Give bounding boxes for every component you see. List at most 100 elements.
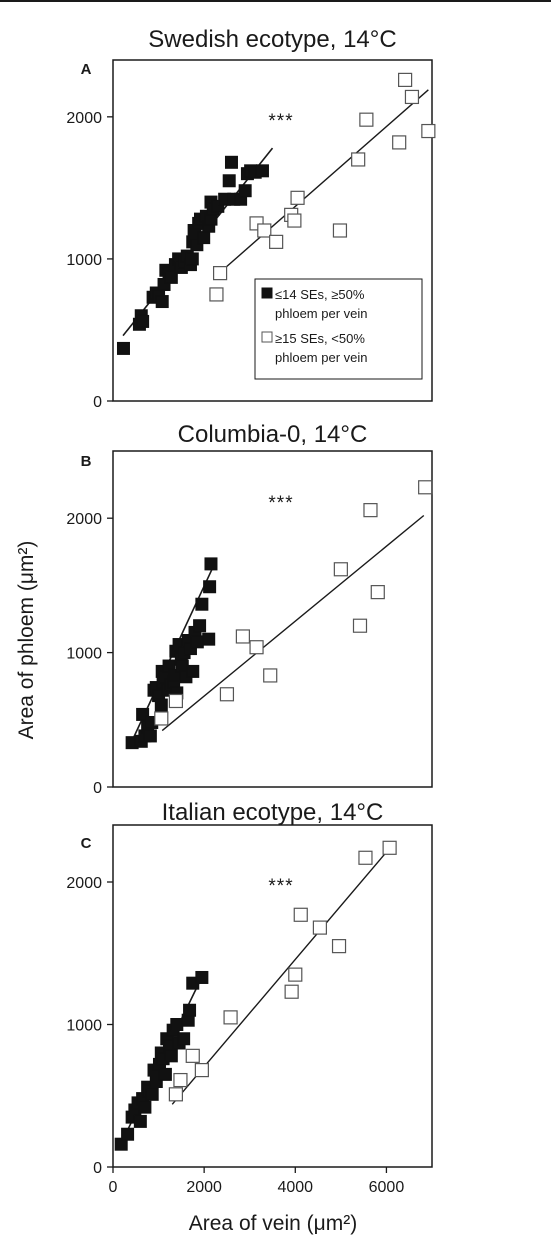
data-point-open <box>312 920 327 935</box>
data-point-open <box>249 640 264 655</box>
data-point-open <box>404 89 420 105</box>
data-point-open <box>288 967 303 982</box>
data-point-open <box>209 287 224 302</box>
data-point-filled <box>195 970 209 984</box>
data-point-filled <box>136 314 150 328</box>
data-point-filled <box>238 184 252 198</box>
data-point-open <box>332 223 348 238</box>
data-point-filled <box>164 270 178 284</box>
data-point-open <box>351 152 366 167</box>
plot-frame <box>112 59 433 402</box>
data-point-filled <box>202 632 216 646</box>
significance-annotation: *** <box>268 876 293 897</box>
y-tick-label: 1000 <box>66 1018 102 1035</box>
data-point-open <box>382 840 397 855</box>
y-tick-label: 2000 <box>66 110 102 127</box>
y-tick-label: 1000 <box>66 646 102 663</box>
data-point-open <box>287 213 302 228</box>
data-point-open <box>269 234 284 249</box>
data-point-open <box>293 907 308 922</box>
data-point-open <box>421 123 436 139</box>
data-point-filled <box>197 231 211 245</box>
panels-group: Swedish ecotype, 14°C A 0 1000 2000 *** ≤14 SE… <box>66 26 436 1196</box>
legend-label-filled: ≤14 SEs, ≥50% phloem per vein <box>275 287 368 321</box>
data-point-open <box>363 503 378 518</box>
x-tick-label: 4000 <box>277 1179 313 1196</box>
data-point-open <box>290 190 305 205</box>
data-point-open <box>398 72 413 87</box>
top-border-line <box>0 0 551 2</box>
data-point-open <box>352 618 368 633</box>
fit-line-open <box>161 514 425 732</box>
data-point-open <box>235 629 250 644</box>
data-point-open <box>359 112 374 127</box>
panel-title: Italian ecotype, 14°C <box>162 799 384 826</box>
fit-line-open <box>171 851 387 1105</box>
data-point-filled <box>121 1127 135 1141</box>
panel-letter: B <box>81 453 92 470</box>
data-point-filled <box>164 1049 178 1063</box>
y-tick-label: 0 <box>93 780 102 797</box>
significance-annotation: *** <box>268 493 293 514</box>
y-tick-label: 0 <box>93 1160 102 1177</box>
fit-line-open <box>218 89 429 274</box>
data-point-filled <box>116 341 130 355</box>
data-point-filled <box>145 1087 159 1101</box>
y-tick-label: 1000 <box>66 252 102 269</box>
data-point-open <box>418 480 433 495</box>
y-tick-label: 2000 <box>66 511 102 528</box>
plot-frame <box>112 824 433 1168</box>
data-point-open <box>358 850 373 865</box>
chart-panel-c: Italian ecotype, 14°C C 0 1000 2000 0 2000 4000… <box>66 799 433 1196</box>
y-axis-label: Area of phloem (μm²) <box>15 541 38 740</box>
panel-letter: A <box>81 61 92 78</box>
data-point-filled <box>143 729 157 743</box>
data-point-filled <box>204 557 218 571</box>
data-point-open <box>168 693 183 709</box>
data-point-open <box>212 266 228 281</box>
x-tick-label: 0 <box>109 1179 118 1196</box>
data-point-open <box>173 1072 188 1088</box>
data-point-open <box>284 984 299 999</box>
y-tick-label: 2000 <box>66 875 102 892</box>
panel-letter: C <box>81 835 92 852</box>
significance-annotation: *** <box>268 111 293 132</box>
data-point-filled <box>133 1114 147 1128</box>
data-point-filled <box>183 1003 197 1017</box>
plot-frame <box>112 450 433 788</box>
data-point-open <box>223 1010 238 1025</box>
chart-panel-b: Columbia-0, 14°C B 0 1000 2000 *** <box>66 421 433 797</box>
legend-marker-open <box>261 331 273 343</box>
data-point-filled <box>255 164 269 178</box>
data-point-filled <box>224 155 238 169</box>
data-point-open <box>392 135 407 150</box>
x-axis-label: Area of vein (μm²) <box>189 1212 357 1235</box>
data-point-open <box>219 687 235 702</box>
legend-label-open: ≥15 SEs, <50% phloem per vein <box>275 331 368 365</box>
data-point-filled <box>185 252 199 266</box>
data-point-open <box>370 585 385 600</box>
x-tick-label: 6000 <box>369 1179 405 1196</box>
data-point-filled <box>203 580 217 594</box>
legend: ≤14 SEs, ≥50% phloem per vein ≥15 SEs, <50… <box>254 278 423 380</box>
data-point-filled <box>138 1100 152 1114</box>
panel-title: Columbia-0, 14°C <box>178 421 368 448</box>
chart-panel-a: Swedish ecotype, 14°C A 0 1000 2000 *** ≤14 SE… <box>66 26 436 411</box>
data-point-filled <box>195 597 209 611</box>
y-tick-label: 0 <box>93 394 102 411</box>
legend-box <box>254 278 423 380</box>
data-point-filled <box>186 664 200 678</box>
data-point-open <box>333 562 348 577</box>
data-point-open <box>263 668 278 683</box>
data-point-open <box>331 939 347 954</box>
legend-marker-filled <box>261 287 273 299</box>
data-point-open <box>257 223 272 238</box>
x-tick-label: 2000 <box>186 1179 222 1196</box>
data-point-open <box>154 711 169 726</box>
data-point-filled <box>170 1018 184 1031</box>
data-point-filled <box>154 698 168 712</box>
data-point-filled <box>193 619 207 633</box>
data-point-open <box>194 1062 209 1078</box>
data-point-filled <box>158 1067 172 1081</box>
